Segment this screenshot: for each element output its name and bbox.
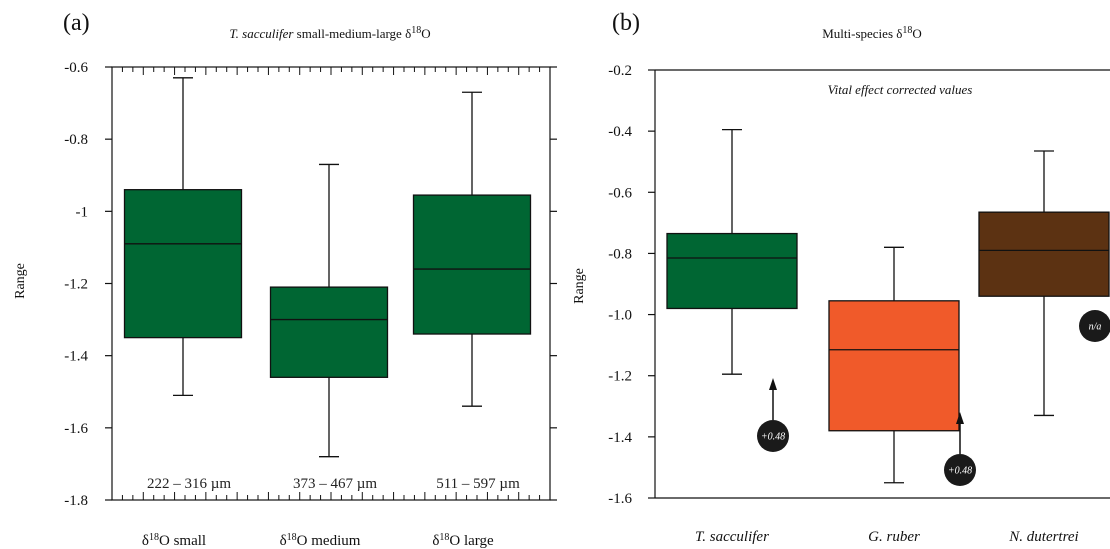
a-size-label: 373 – 467 µm bbox=[293, 476, 377, 492]
a-ytick-label: -0.8 bbox=[64, 132, 88, 148]
b-category-label: T. sacculifer bbox=[695, 529, 769, 545]
b-category-label: G. ruber bbox=[868, 529, 920, 545]
b-correction-label: n/a bbox=[1089, 322, 1102, 333]
panel-b-subtitle: Vital effect corrected values bbox=[828, 82, 973, 97]
panel-a-title: T. sacculifer small-medium-large δ18O bbox=[229, 25, 430, 42]
panel-b-boxes: +0.48 +0.48 n/a bbox=[666, 128, 1110, 486]
panel-b-title: Multi-species δ18O bbox=[822, 25, 922, 42]
panel-a-letter: (a) bbox=[63, 10, 90, 36]
b-ytick-label: -1.2 bbox=[608, 369, 632, 385]
panel-a-categories: δ18O small δ18O medium δ18O large bbox=[142, 532, 494, 549]
a-ytick-label: -1.6 bbox=[64, 421, 88, 437]
panel-a-title-species: T. sacculifer bbox=[229, 26, 294, 41]
b-ytick-label: -1.6 bbox=[608, 491, 632, 507]
b-ytick-label: -0.8 bbox=[608, 246, 632, 262]
b-correction-badge bbox=[1079, 310, 1110, 342]
b-correction-badge bbox=[944, 454, 976, 486]
b-ytick-label: -0.6 bbox=[608, 185, 632, 201]
b-ytick-label: -1.0 bbox=[608, 308, 632, 324]
b-correction-arrowhead bbox=[769, 378, 777, 390]
a-ytick-label: -0.6 bbox=[64, 60, 88, 76]
a-size-label: 222 – 316 µm bbox=[147, 476, 231, 492]
panel-b-categories: T. sacculifer G. ruber N. dutertrei bbox=[695, 529, 1079, 545]
b-correction-label: +0.48 bbox=[761, 432, 785, 443]
panel-b-ylabel: Range bbox=[572, 268, 587, 304]
panel-b-yticks: -0.2 -0.4 -0.6 -0.8 -1.0 -1.2 -1.4 -1.6 bbox=[608, 63, 655, 507]
a-box bbox=[123, 189, 243, 339]
panel-b-letter: (b) bbox=[612, 10, 640, 36]
b-correction-arrowhead bbox=[956, 412, 964, 424]
panel-a-title-rest: small-medium-large δ18O bbox=[293, 25, 430, 42]
a-category-label: δ18O large bbox=[432, 532, 494, 549]
a-category-label: δ18O medium bbox=[280, 532, 361, 549]
b-box bbox=[828, 300, 960, 432]
a-ytick-label: -1.2 bbox=[64, 277, 88, 293]
panel-a-ylabel: Range bbox=[13, 263, 28, 299]
b-ytick-label: -1.4 bbox=[608, 430, 632, 446]
b-ytick-label: -0.2 bbox=[608, 63, 632, 79]
a-size-label: 511 – 597 µm bbox=[436, 476, 520, 492]
panel-b: (b) Multi-species δ18O Vital effect corr… bbox=[572, 10, 1110, 545]
a-box bbox=[412, 194, 532, 335]
b-ytick-label: -0.4 bbox=[608, 124, 632, 140]
a-box bbox=[269, 286, 389, 378]
b-box bbox=[978, 211, 1110, 297]
panel-a-minor-ticks bbox=[121, 67, 541, 500]
b-box bbox=[666, 232, 798, 310]
b-correction-label: +0.48 bbox=[948, 466, 972, 477]
panel-a: (a) T. sacculifer small-medium-large δ18… bbox=[13, 10, 557, 549]
b-category-label: N. dutertrei bbox=[1008, 529, 1078, 545]
panel-a-boxes: 222 – 316 µm 373 – 467 µm 511 – 597 µm bbox=[123, 77, 532, 492]
a-ytick-label: -1 bbox=[76, 204, 89, 220]
a-category-label: δ18O small bbox=[142, 532, 206, 549]
b-correction-badge bbox=[757, 420, 789, 452]
a-ytick-label: -1.8 bbox=[64, 493, 88, 509]
a-ytick-label: -1.4 bbox=[64, 349, 88, 365]
panel-a-yticks: -0.6 -0.8 -1 -1.2 -1.4 -1.6 -1.8 bbox=[64, 60, 557, 509]
